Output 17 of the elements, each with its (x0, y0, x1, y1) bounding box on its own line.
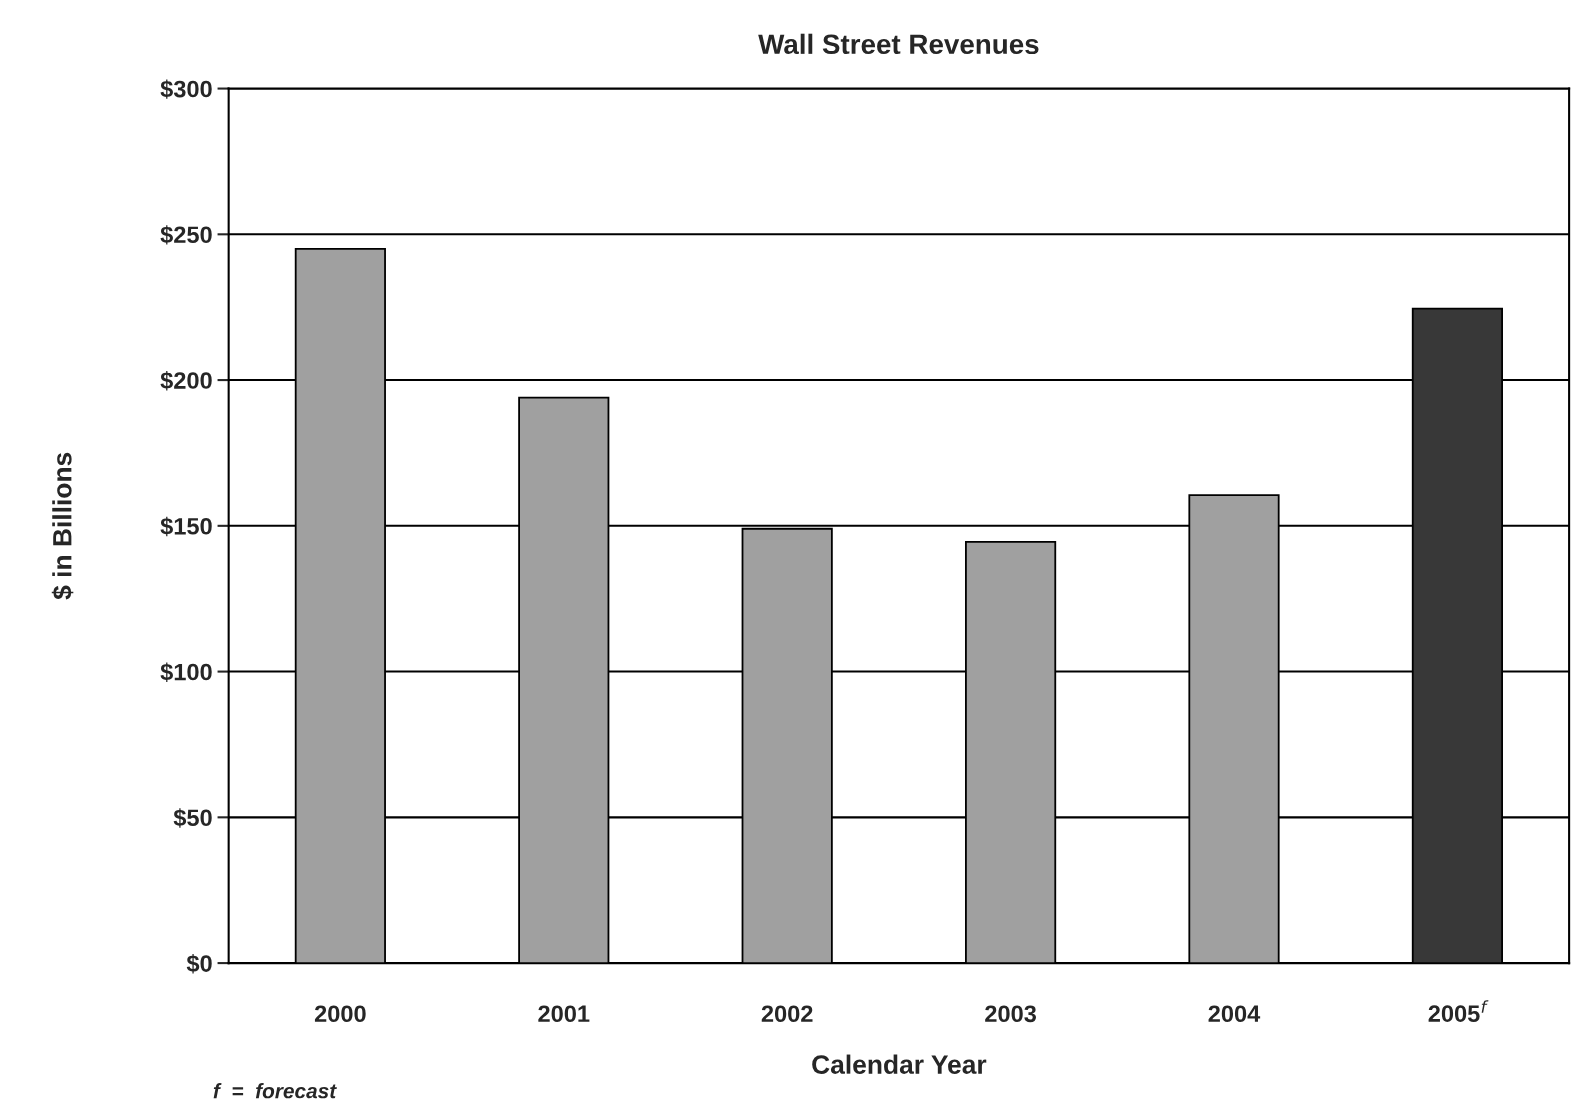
y-tick-label: $150 (160, 516, 212, 537)
chart-title: Wall Street Revenues (758, 33, 1039, 55)
y-tick-label: $0 (186, 954, 212, 974)
x-tick-label: 2002 (761, 1005, 813, 1023)
y-tick-label: $50 (173, 808, 212, 828)
x-tick-label: 2005$^{f}$ (1428, 1000, 1489, 1022)
y-tick-label: $300 (160, 79, 212, 99)
y-tick-label: $250 (160, 225, 212, 245)
x-tick-label: 2000 (314, 1005, 366, 1023)
y-tick-label: $100 (160, 662, 212, 682)
y-tick-label: $200 (160, 371, 212, 391)
y-axis-title: $ in Billions (51, 452, 74, 600)
x-tick-label: 2003 (985, 1005, 1037, 1023)
x-axis-title: Calendar Year (812, 1054, 987, 1074)
x-tick-label: 2001 (538, 1005, 590, 1023)
x-tick-label: 2004 (1208, 1005, 1261, 1023)
text: f = forecast (213, 1083, 337, 1099)
